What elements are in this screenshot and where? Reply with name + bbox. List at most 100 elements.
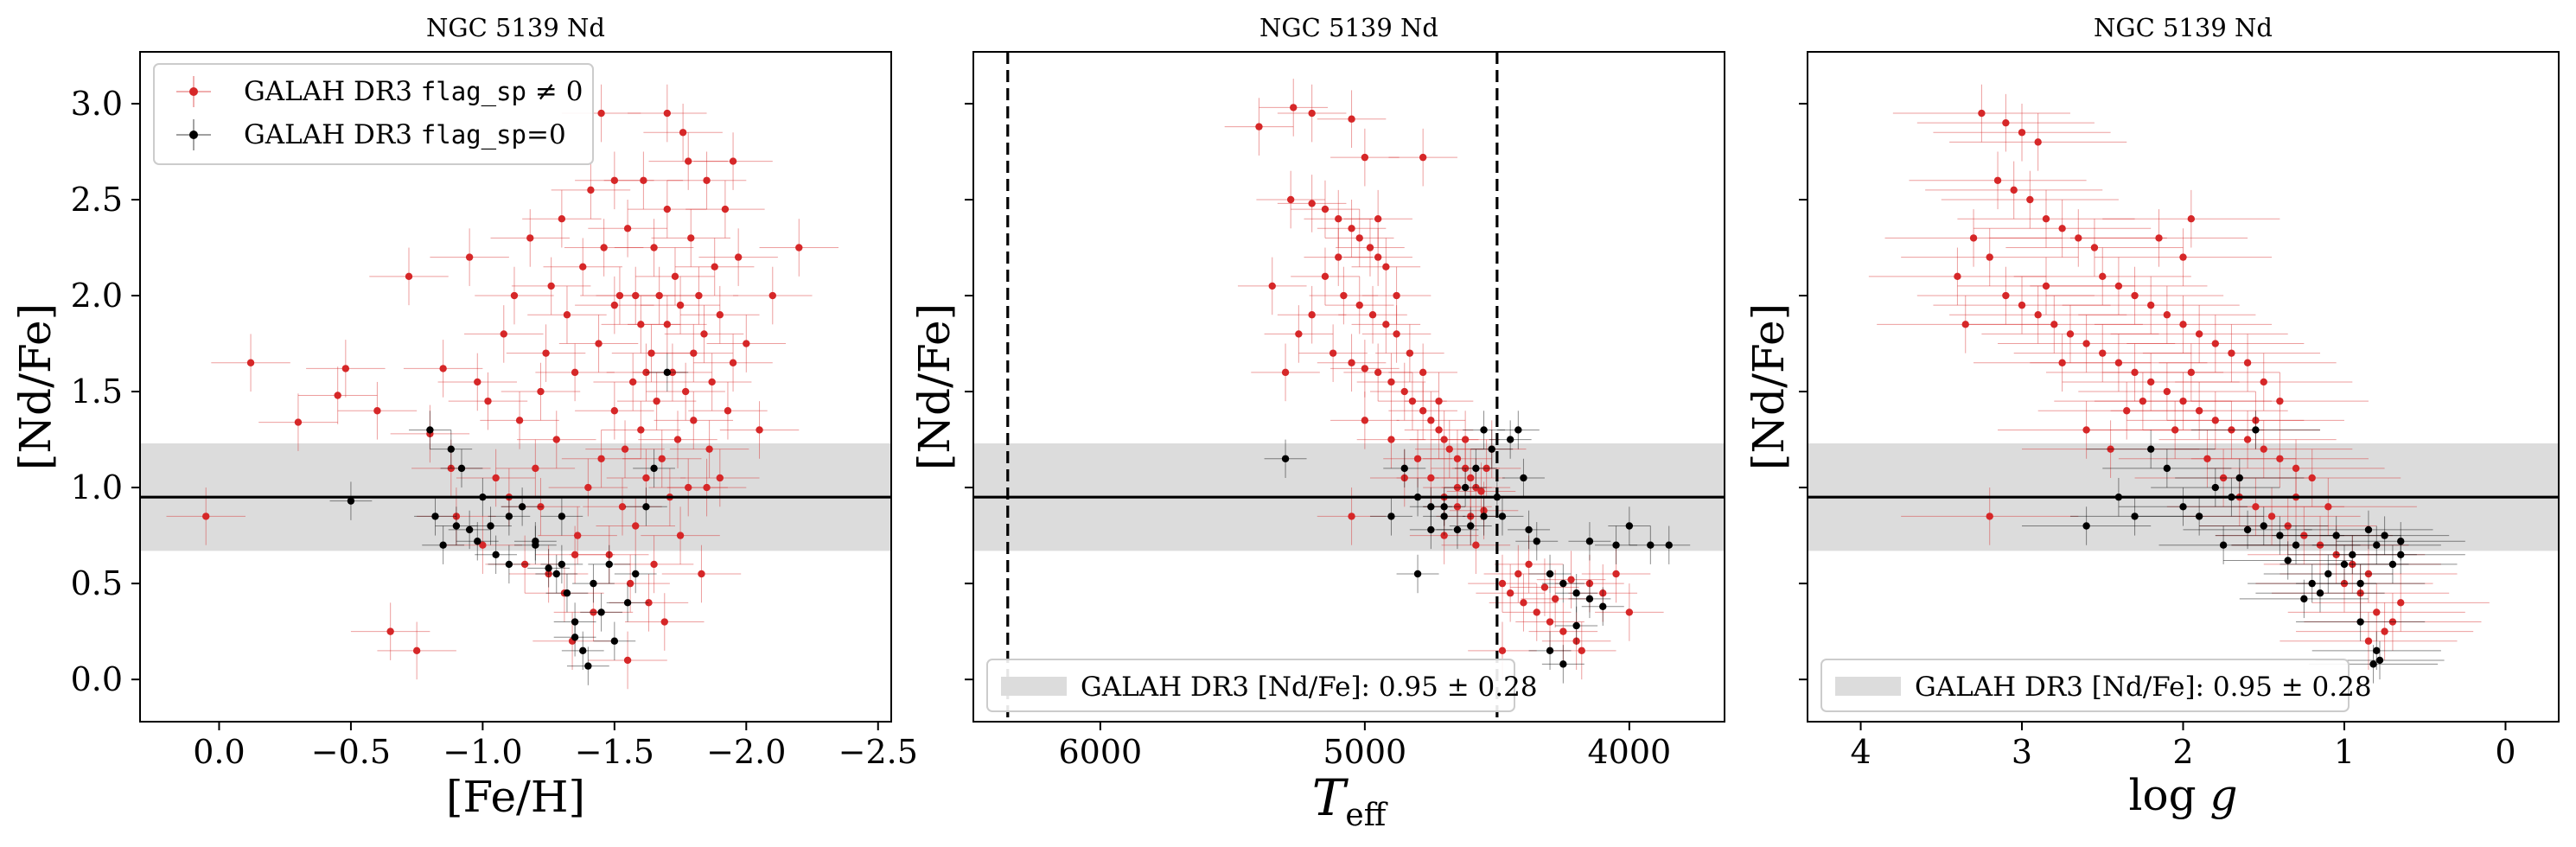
- data-point: [552, 436, 560, 443]
- data-point: [2179, 397, 2187, 405]
- data-point: [590, 579, 597, 588]
- data-point: [341, 365, 350, 373]
- data-point: [1382, 263, 1390, 271]
- data-point: [1419, 407, 1427, 415]
- data-point: [2163, 464, 2171, 473]
- data-point: [595, 340, 603, 347]
- data-point: [1498, 513, 1507, 520]
- data-point: [1993, 176, 2002, 184]
- data-point: [700, 330, 708, 338]
- data-point: [1453, 483, 1462, 492]
- data-point: [1506, 589, 1514, 597]
- data-point: [1540, 583, 1549, 591]
- data-point: [698, 570, 705, 578]
- data-point: [623, 656, 632, 665]
- data-point: [605, 551, 613, 559]
- data-point: [1281, 455, 1290, 462]
- plot-frame: [139, 51, 892, 723]
- data-point: [518, 503, 526, 511]
- data-point: [2131, 291, 2139, 300]
- data-point: [642, 474, 650, 482]
- data-point: [1472, 483, 1480, 492]
- data-point: [610, 407, 619, 415]
- data-point: [1427, 503, 1435, 511]
- data-point: [1578, 646, 1585, 655]
- data-point: [2381, 627, 2388, 635]
- data-point: [615, 291, 624, 300]
- data-point: [671, 272, 679, 281]
- legend-marker-dot: [189, 131, 198, 139]
- data-point: [668, 368, 677, 377]
- data-point: [2228, 349, 2235, 357]
- data-point: [1559, 660, 1567, 668]
- x-tick-label: −2.0: [706, 733, 786, 771]
- data-point: [2203, 455, 2211, 462]
- data-point: [2308, 474, 2316, 482]
- data-point: [2340, 560, 2349, 569]
- data-point: [2316, 541, 2324, 549]
- data-point: [2356, 589, 2364, 597]
- data-point: [2147, 301, 2155, 309]
- data-point: [610, 301, 619, 309]
- data-point: [2155, 234, 2163, 242]
- data-point: [628, 378, 637, 386]
- data-point: [2375, 656, 2384, 665]
- data-point: [621, 445, 629, 453]
- data-point: [647, 349, 655, 357]
- data-point: [1969, 234, 1978, 242]
- data-point: [1335, 214, 1342, 223]
- data-point: [532, 464, 539, 473]
- data-point: [1480, 513, 1488, 520]
- data-point: [1585, 579, 1594, 588]
- data-point: [632, 570, 640, 578]
- data-point: [685, 157, 692, 165]
- data-point: [1472, 464, 1480, 473]
- data-point: [1498, 646, 1507, 655]
- data-point: [294, 418, 303, 426]
- data-point: [1520, 599, 1527, 607]
- data-point: [505, 513, 513, 520]
- data-point: [716, 474, 724, 482]
- data-point: [2356, 579, 2364, 588]
- data-point: [1427, 474, 1435, 482]
- data-point: [642, 503, 650, 511]
- data-point: [520, 560, 529, 569]
- data-point: [743, 340, 750, 347]
- data-point: [2243, 436, 2252, 443]
- data-point: [479, 541, 487, 549]
- data-point: [1559, 627, 1567, 635]
- data-point: [756, 426, 763, 434]
- x-tick-label: 0.0: [193, 733, 245, 771]
- data-point: [597, 455, 605, 462]
- data-point: [1665, 541, 1673, 549]
- data-point: [563, 589, 571, 597]
- data-point: [457, 464, 466, 473]
- data-point: [1625, 608, 1634, 616]
- data-point: [2332, 532, 2340, 539]
- panel-1: 0.0 −0.5 −1.0 −1.5 −2.0 −2.5 0.0 0.5 1.0 1.5 2.0 2.…: [10, 13, 918, 822]
- data-point: [1467, 474, 1475, 482]
- data-point: [484, 397, 492, 405]
- data-point: [1480, 426, 1488, 434]
- data-point: [2388, 618, 2397, 626]
- data-point: [2276, 455, 2284, 462]
- data-point: [590, 608, 597, 616]
- data-point: [2107, 445, 2114, 453]
- data-point: [2388, 560, 2397, 569]
- data-point: [558, 214, 566, 223]
- data-point: [1514, 570, 1522, 578]
- data-point: [663, 368, 672, 377]
- data-point: [2058, 225, 2066, 232]
- data-point: [2034, 138, 2042, 146]
- data-point: [571, 618, 579, 626]
- data-point: [347, 497, 355, 505]
- data-point: [2195, 513, 2203, 520]
- data-point: [1525, 560, 1533, 569]
- data-point: [2179, 253, 2187, 261]
- data-point: [573, 532, 582, 539]
- data-point: [2195, 407, 2203, 415]
- data-point: [452, 513, 461, 520]
- data-point: [653, 397, 660, 405]
- data-point: [1986, 513, 1993, 520]
- data-point: [600, 244, 608, 252]
